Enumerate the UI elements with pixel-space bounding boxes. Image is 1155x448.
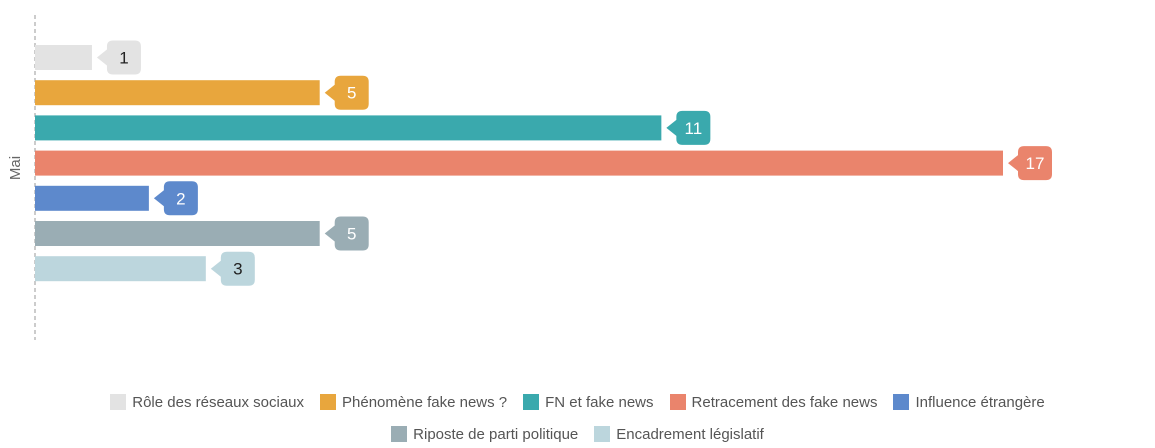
bars-group: 1 5 11 17 2 5 3 bbox=[35, 40, 1052, 286]
data-label: 2 bbox=[176, 189, 185, 208]
data-label-bubble bbox=[210, 251, 255, 286]
legend-label: Encadrement législatif bbox=[616, 425, 764, 443]
bar bbox=[35, 256, 206, 282]
legend-label: Retracement des fake news bbox=[691, 393, 878, 411]
data-label-bubble bbox=[96, 40, 141, 75]
legend-swatch bbox=[391, 426, 408, 442]
chart-plot-area: Mai 1 5 11 17 2 5 3 bbox=[7, 15, 1052, 340]
legend-item[interactable]: Phénomène fake news ? bbox=[320, 394, 507, 411]
data-label: 5 bbox=[347, 84, 356, 103]
legend-label: Influence étrangère bbox=[915, 393, 1045, 411]
legend-item[interactable]: Influence étrangère bbox=[893, 393, 1045, 411]
legend-label: Riposte de parti politique bbox=[413, 425, 579, 443]
legend-item[interactable]: Riposte de parti politique bbox=[391, 426, 578, 443]
legend-swatch bbox=[110, 394, 127, 410]
legend-item[interactable]: Encadrement législatif bbox=[594, 426, 764, 443]
data-label: 1 bbox=[119, 49, 128, 68]
legend: Rôle des réseaux sociaux Phénomène fake n… bbox=[0, 390, 1155, 448]
data-label-bubble bbox=[153, 181, 198, 216]
data-label: 11 bbox=[685, 119, 703, 138]
legend-swatch bbox=[594, 426, 611, 442]
bar bbox=[35, 115, 662, 141]
legend-row: Riposte de parti politique Encadrement lé… bbox=[0, 422, 1155, 446]
bar bbox=[35, 150, 1003, 176]
bar bbox=[35, 80, 320, 106]
legend-item[interactable]: Rôle des réseaux sociaux bbox=[110, 394, 304, 411]
bar bbox=[35, 185, 149, 211]
legend-row: Rôle des réseaux sociaux Phénomène fake n… bbox=[0, 390, 1155, 414]
data-label-bubble bbox=[666, 110, 711, 145]
data-label-bubble bbox=[324, 216, 369, 251]
data-label: 3 bbox=[233, 260, 242, 279]
bar bbox=[35, 221, 320, 246]
legend-label: Phénomène fake news ? bbox=[342, 393, 508, 411]
data-label: 17 bbox=[1026, 154, 1045, 173]
data-label-bubble bbox=[324, 75, 369, 110]
legend-swatch bbox=[523, 394, 540, 410]
legend-label: Rôle des réseaux sociaux bbox=[132, 393, 305, 411]
legend-swatch bbox=[893, 394, 910, 410]
legend-item[interactable]: FN et fake news bbox=[523, 393, 654, 411]
legend-item[interactable]: Retracement des fake news bbox=[669, 393, 878, 411]
legend-swatch bbox=[320, 394, 337, 410]
legend-label: FN et fake news bbox=[545, 393, 654, 411]
data-label: 5 bbox=[347, 225, 356, 244]
category-label: Mai bbox=[7, 156, 24, 180]
bar bbox=[35, 45, 92, 70]
data-label-bubble bbox=[1008, 146, 1052, 181]
legend-swatch bbox=[669, 394, 686, 410]
